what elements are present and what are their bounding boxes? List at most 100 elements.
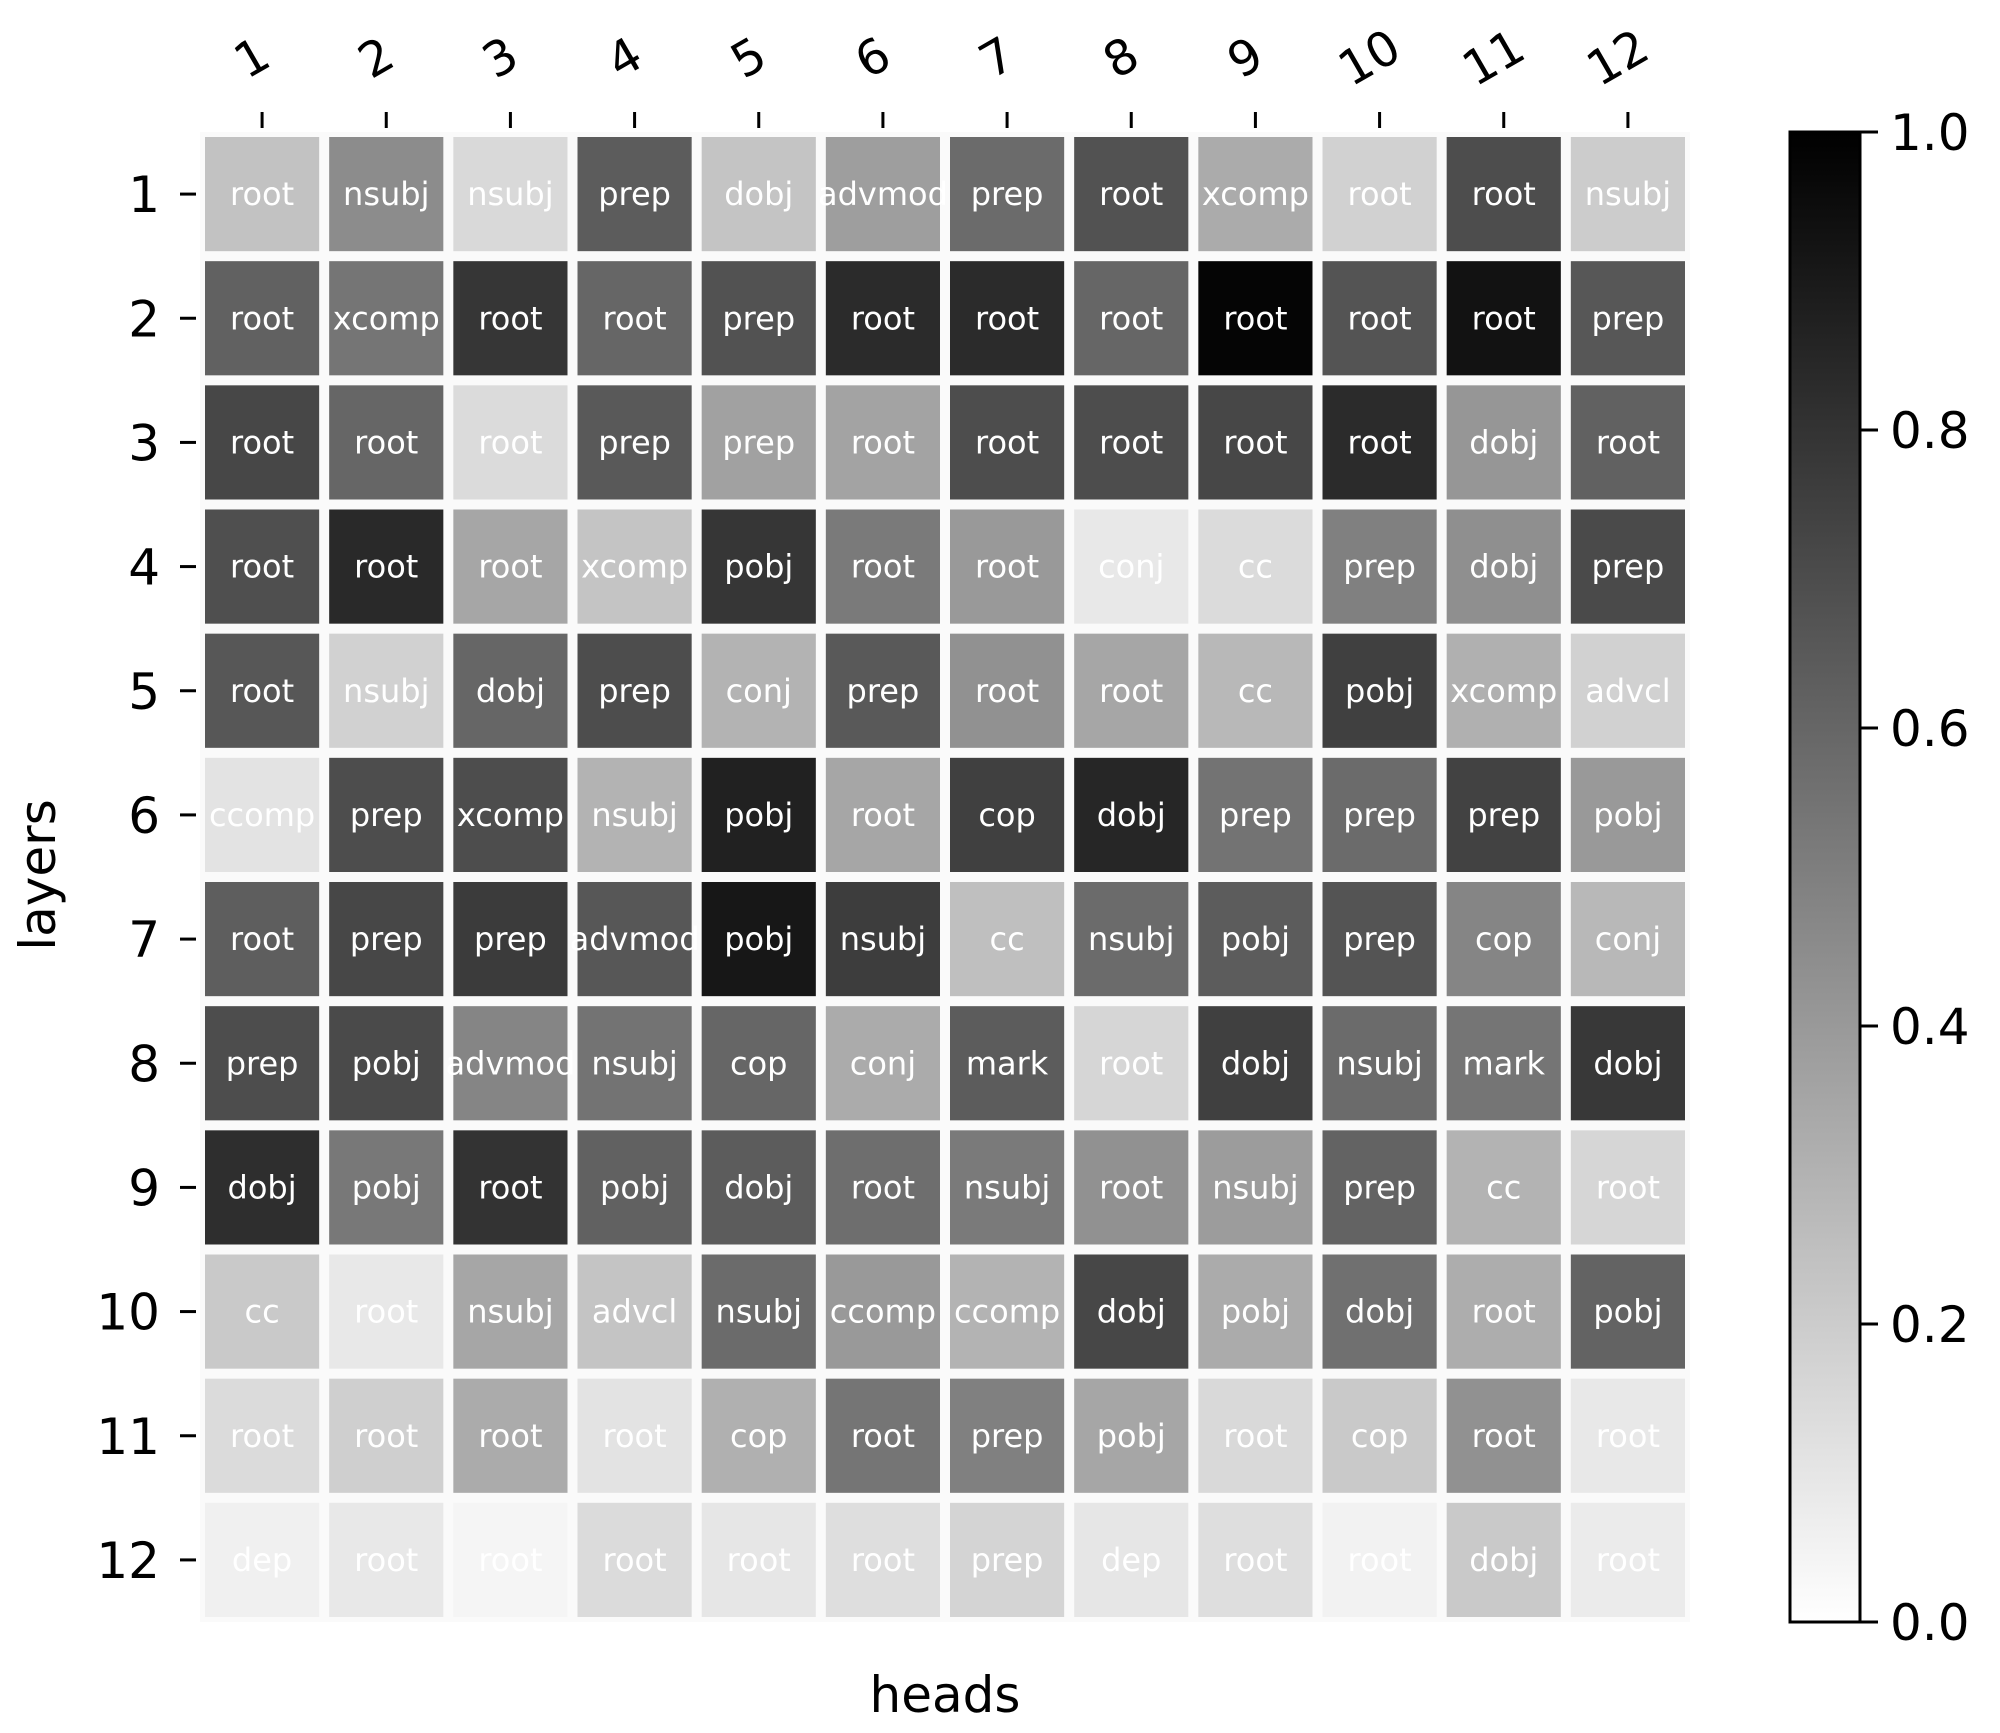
cell-label: root xyxy=(975,423,1039,461)
cell-label: root xyxy=(478,1417,542,1455)
cell-label: dobj xyxy=(1469,423,1538,461)
cell-label: dobj xyxy=(1469,1541,1538,1579)
cell-label: conj xyxy=(1098,548,1164,586)
heatmap-cell xyxy=(825,385,940,500)
colorbar-tick-label: 1.0 xyxy=(1890,104,1970,162)
cell-label: root xyxy=(1223,1541,1287,1579)
heatmap-cell xyxy=(329,261,444,376)
heatmap-cell xyxy=(1198,633,1313,748)
cell-label: root xyxy=(230,299,294,337)
heatmap-cell xyxy=(453,1006,568,1121)
y-tick-label: 2 xyxy=(128,290,160,348)
cell-label: conj xyxy=(726,672,792,710)
heatmap-cell xyxy=(205,757,320,872)
cell-label: pobj xyxy=(1345,672,1414,710)
cell-label: root xyxy=(1348,175,1412,213)
cell-label: root xyxy=(478,423,542,461)
heatmap-cell xyxy=(453,385,568,500)
heatmap-cell xyxy=(577,509,692,624)
heatmap-cell xyxy=(950,1254,1065,1369)
heatmap-cell xyxy=(1074,261,1189,376)
colorbar-tick-label: 0.6 xyxy=(1890,700,1970,758)
heatmap-cell xyxy=(1446,633,1561,748)
cell-label: nsubj xyxy=(467,175,553,213)
heatmap-cell xyxy=(577,633,692,748)
cell-label: root xyxy=(603,1417,667,1455)
cell-label: root xyxy=(851,1541,915,1579)
heatmap-cell xyxy=(205,1254,320,1369)
heatmap-cell xyxy=(329,633,444,748)
heatmap-cell xyxy=(1198,1502,1313,1617)
colorbar-tick-label: 0.8 xyxy=(1890,402,1970,460)
heatmap-cell xyxy=(453,1130,568,1245)
cell-label: root xyxy=(230,1417,294,1455)
cell-label: prep xyxy=(1343,1168,1416,1206)
cell-label: pobj xyxy=(352,1044,421,1082)
x-tick-label: 3 xyxy=(473,26,527,90)
heatmap-cell xyxy=(329,882,444,997)
cell-label: root xyxy=(230,548,294,586)
heatmap-cell xyxy=(1074,1378,1189,1493)
cell-label: cc xyxy=(244,1293,279,1331)
cell-label: pobj xyxy=(1221,1293,1290,1331)
cell-label: root xyxy=(603,1541,667,1579)
cell-label: pobj xyxy=(1097,1417,1166,1455)
heatmap-cell xyxy=(453,757,568,872)
plot-background xyxy=(200,132,1690,1622)
cell-label: root xyxy=(1596,1417,1660,1455)
heatmap-cell xyxy=(205,137,320,252)
cell-label: nsubj xyxy=(467,1293,553,1331)
heatmap-cell xyxy=(205,633,320,748)
heatmap-cell xyxy=(205,509,320,624)
y-tick-label: 12 xyxy=(96,1532,160,1590)
cell-label: mark xyxy=(1463,1044,1546,1082)
heatmap-cell xyxy=(329,385,444,500)
x-tick-label: 4 xyxy=(597,26,651,90)
cell-label: nsubj xyxy=(343,672,429,710)
heatmap-cell xyxy=(1570,509,1685,624)
cell-label: xcomp xyxy=(581,548,688,586)
cell-label: root xyxy=(975,299,1039,337)
cell-label: dobj xyxy=(1097,796,1166,834)
cell-label: root xyxy=(1348,423,1412,461)
cell-label: dobj xyxy=(1097,1293,1166,1331)
cell-label: dep xyxy=(232,1541,292,1579)
heatmap-cell xyxy=(1074,882,1189,997)
heatmap-cell xyxy=(577,385,692,500)
heatmap-cell xyxy=(1198,1254,1313,1369)
cell-label: prep xyxy=(722,299,795,337)
cell-label: prep xyxy=(226,1044,299,1082)
heatmap-cell xyxy=(329,509,444,624)
heatmap-cell xyxy=(1322,261,1437,376)
cell-label: prep xyxy=(350,920,423,958)
heatmap-cell xyxy=(1446,509,1561,624)
cell-label: xcomp xyxy=(1202,175,1309,213)
cell-label: root xyxy=(230,672,294,710)
heatmap-cell xyxy=(577,137,692,252)
cell-label: prep xyxy=(1592,548,1665,586)
heatmap-cell xyxy=(453,509,568,624)
cell-label: root xyxy=(1596,1168,1660,1206)
colorbar-tick-label: 0.2 xyxy=(1890,1296,1970,1354)
heatmap-cell xyxy=(1322,1502,1437,1617)
y-axis-label: layers xyxy=(9,799,67,951)
heatmap-cell xyxy=(701,882,816,997)
cell-label: conj xyxy=(1595,920,1661,958)
cell-label: cc xyxy=(1238,672,1273,710)
heatmap-cell xyxy=(329,1502,444,1617)
cell-label: nsubj xyxy=(1088,920,1174,958)
cell-label: root xyxy=(354,1293,418,1331)
heatmap-cell xyxy=(205,1378,320,1493)
heatmap-cell xyxy=(825,261,940,376)
cell-label: advcl xyxy=(1585,672,1670,710)
y-tick-label: 9 xyxy=(128,1159,160,1217)
cell-label: cc xyxy=(1238,548,1273,586)
colorbar-ticks: 0.0 0.2 0.4 0.6 0.8 1.0 xyxy=(1860,104,1970,1652)
heatmap-cell xyxy=(825,509,940,624)
cell-label: cop xyxy=(1475,920,1532,958)
heatmap-cell xyxy=(825,1502,940,1617)
heatmap-cell xyxy=(1446,882,1561,997)
heatmap-cell xyxy=(825,633,940,748)
cell-label: mark xyxy=(966,1044,1049,1082)
heatmap-cell xyxy=(1198,509,1313,624)
